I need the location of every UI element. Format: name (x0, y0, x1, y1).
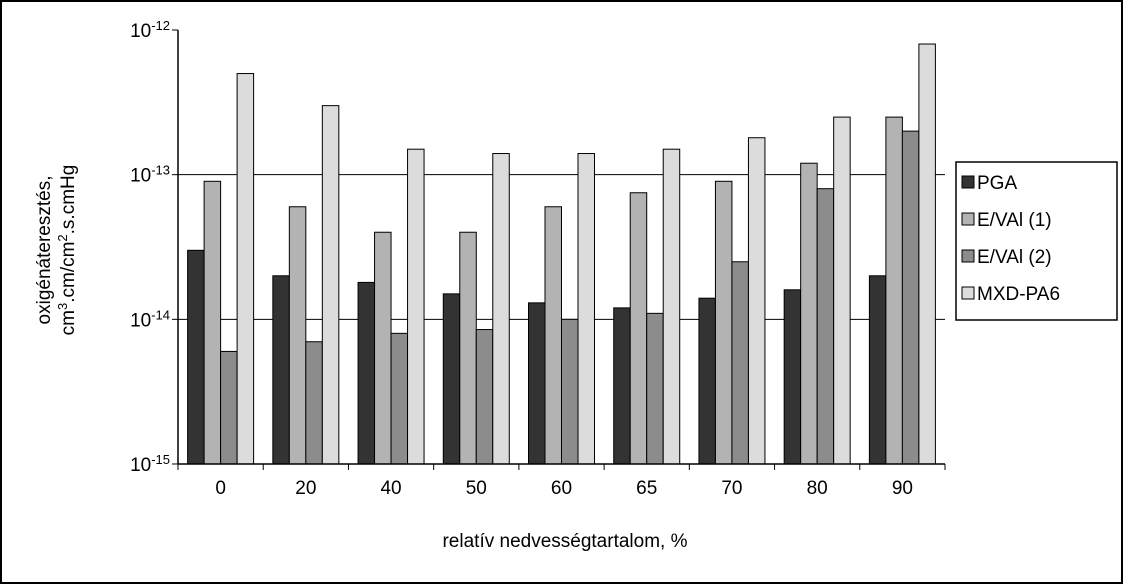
bar (390, 332, 409, 465)
y-axis-label-line1: oxigénáteresztés, (34, 176, 55, 325)
y-unit-exp-1: 3 (55, 303, 70, 310)
bar (528, 302, 546, 465)
legend-label: E/VAl (2) (977, 247, 1052, 268)
legend-swatch (961, 249, 975, 263)
bar (800, 162, 818, 465)
bar (459, 231, 477, 465)
bar (475, 329, 494, 465)
y-unit-part-3: .s.cmHg (58, 165, 79, 235)
x-tick-label: 65 (636, 478, 657, 499)
bar (236, 73, 255, 465)
bar (833, 116, 851, 465)
bar (561, 318, 579, 465)
bar (492, 153, 510, 465)
y-tick-label: 10-14 (130, 307, 170, 332)
legend-label: MXD-PA6 (977, 284, 1060, 305)
bar (613, 307, 631, 465)
x-tick-label: 50 (466, 478, 487, 499)
bar (544, 206, 562, 465)
legend: PGA E/VAl (1) E/VAl (2) MXD-PA6 (955, 161, 1118, 321)
bar (272, 275, 290, 465)
bar (714, 180, 733, 465)
x-tick-label: 0 (215, 478, 226, 499)
y-unit-part-2: .cm/cm (58, 242, 79, 303)
bar (357, 281, 376, 465)
bar (407, 148, 425, 465)
bar (662, 148, 681, 465)
bar (868, 275, 887, 465)
x-tick-label: 80 (807, 478, 828, 499)
legend-swatch (961, 175, 975, 189)
y-unit-exp-2: 2 (55, 234, 70, 241)
x-tick-label: 70 (721, 478, 742, 499)
bar (698, 297, 716, 465)
y-tick-label: 10-12 (130, 18, 170, 43)
bar (220, 350, 238, 465)
plot-area: 10-15 10-14 10-13 10-12 0 20 40 50 60 65 70 80 90 (130, 18, 946, 499)
bar (918, 43, 936, 465)
bar (203, 180, 222, 465)
x-tick-label: 20 (295, 478, 316, 499)
x-tick-label: 60 (551, 478, 572, 499)
bar (374, 231, 392, 465)
x-tick-label: 90 (892, 478, 913, 499)
x-axis-label: relatív nedvességtartalom, % (442, 531, 687, 552)
y-axis-label-line2: cm3.cm/cm2.s.cmHg (55, 165, 80, 336)
bar (305, 341, 323, 465)
bar (731, 261, 749, 465)
legend-swatch (961, 286, 975, 300)
bar (629, 192, 648, 465)
x-tick-label: 40 (380, 478, 401, 499)
legend-label: E/VAl (1) (977, 210, 1052, 231)
bar (288, 206, 307, 465)
y-axis-label: oxigénáteresztés, cm3.cm/cm2.s.cmHg (34, 165, 79, 336)
bar (901, 130, 920, 465)
bar (816, 188, 835, 465)
bar (747, 137, 766, 465)
bar (783, 289, 802, 465)
legend-label: PGA (977, 173, 1017, 194)
y-tick-label: 10-15 (130, 452, 170, 477)
bar (577, 153, 595, 465)
y-unit-part-1: cm (58, 310, 79, 335)
legend-swatch (961, 212, 975, 226)
legend-box (955, 161, 1118, 321)
bar (885, 116, 903, 465)
bar (646, 312, 664, 465)
bar (321, 105, 340, 465)
y-tick-label: 10-13 (130, 162, 170, 187)
bar (187, 249, 205, 465)
bar (442, 293, 461, 465)
